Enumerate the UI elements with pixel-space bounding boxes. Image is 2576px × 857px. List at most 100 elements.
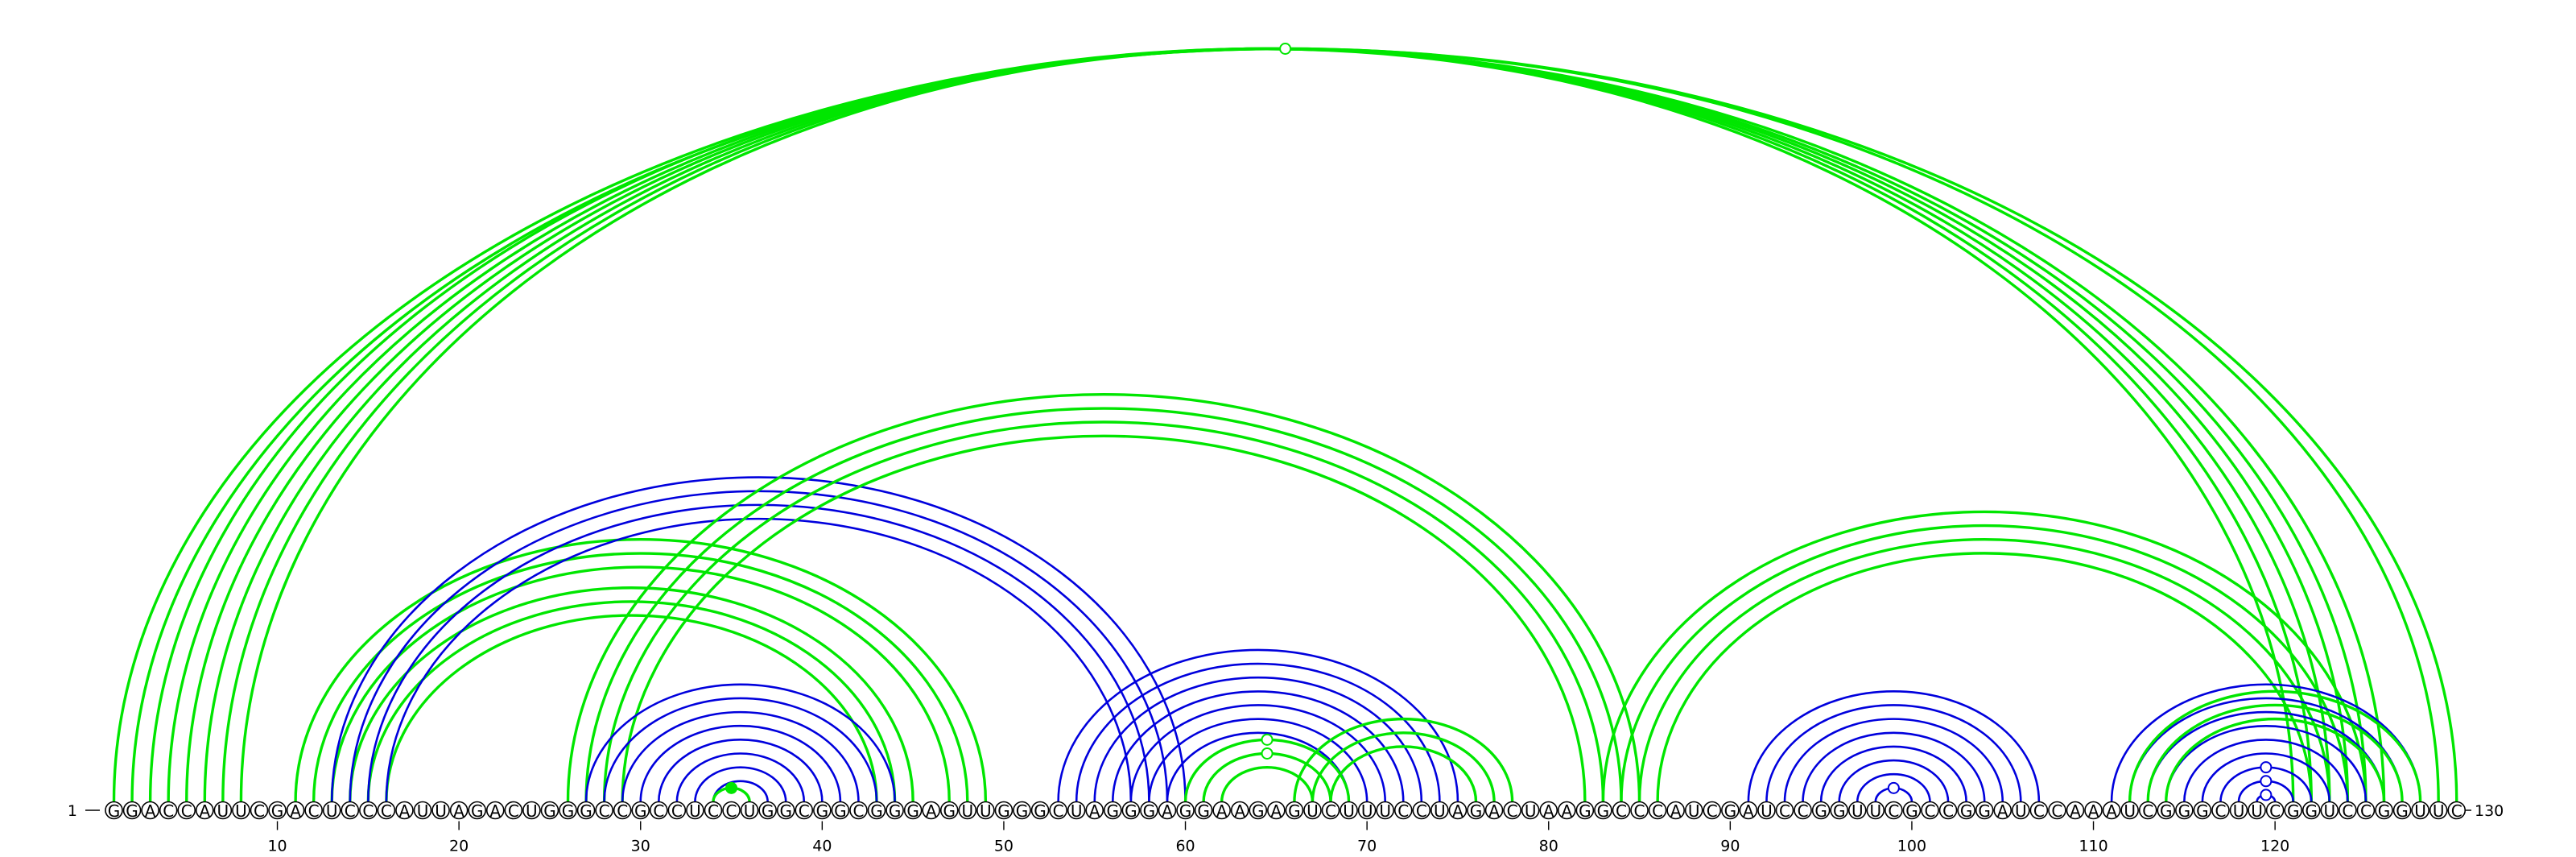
position-tick-label: 40 xyxy=(812,838,832,855)
nucleotide-letter: U xyxy=(2414,801,2426,821)
nucleotide-circle xyxy=(704,801,723,820)
nucleotide-letter: G xyxy=(562,801,575,821)
nucleotide-circle xyxy=(1794,801,1812,820)
nucleotide-circle xyxy=(1902,801,1922,820)
base-pair-arc xyxy=(621,710,860,802)
nucleotide-circle xyxy=(177,801,196,820)
nucleotide-circle xyxy=(2411,801,2429,820)
nucleotide-circle xyxy=(1666,801,1685,820)
nucleotide-letter: G xyxy=(1016,801,1029,821)
nucleotide-letter: A xyxy=(1561,801,1572,821)
nucleotide-letter: A xyxy=(926,801,937,821)
position-tick-label: 100 xyxy=(1897,838,1926,855)
sequence-end-label: 130 xyxy=(2475,802,2504,820)
nucleotide-letter: G xyxy=(580,801,592,821)
nucleotide-circle xyxy=(213,801,233,820)
base-pair-arc xyxy=(639,724,842,802)
nucleotide-circle xyxy=(2048,801,2066,820)
nucleotide-circle xyxy=(2429,801,2448,820)
nucleotide-circle xyxy=(1775,801,1794,820)
nucleotide-letter: C xyxy=(308,801,320,821)
nucleotide-circle xyxy=(1811,801,1831,820)
nucleotide-circle xyxy=(2193,801,2212,820)
nucleotide-letter: C xyxy=(1888,801,1899,821)
base-pair-arc xyxy=(1057,648,1459,802)
nucleotide-letter: G xyxy=(2160,801,2173,821)
nucleotide-letter: A xyxy=(2070,801,2081,821)
nucleotide-circle xyxy=(395,801,414,820)
nucleotide-letter: U xyxy=(526,801,538,821)
nucleotide-circle xyxy=(377,801,396,820)
nucleotide-letter: G xyxy=(1288,801,1301,821)
base-pair-arc xyxy=(1220,765,1315,802)
base-pair-arc xyxy=(239,47,2295,802)
nucleotide-letter: C xyxy=(2360,801,2372,821)
arc-apex-marker xyxy=(2260,789,2273,801)
nucleotide-letter: U xyxy=(689,801,701,821)
nucleotide-letter: U xyxy=(417,801,429,821)
nucleotide-letter: U xyxy=(744,801,756,821)
nucleotide-circle xyxy=(250,801,269,820)
nucleotide-letter: U xyxy=(1869,801,1881,821)
nucleotide-circle xyxy=(1648,801,1667,820)
nucleotide-letter: U xyxy=(1852,801,1864,821)
nucleotide-letter: G xyxy=(2378,801,2391,821)
nucleotide-circle xyxy=(1847,801,1867,820)
arc-layer xyxy=(112,47,2458,802)
nucleotide-letter: U xyxy=(2251,801,2263,821)
nucleotide-circle xyxy=(2138,801,2157,820)
nucleotide-letter: C xyxy=(2342,801,2353,821)
arc-apex-marker xyxy=(1279,43,1292,55)
nucleotide-letter: A xyxy=(1216,801,1228,821)
nucleotide-circle xyxy=(1539,801,1558,820)
nucleotide-circle xyxy=(1049,801,1067,820)
nucleotide-circle xyxy=(485,801,505,820)
nucleotide-letter: U xyxy=(326,801,338,821)
base-pair-arc xyxy=(349,586,914,802)
base-pair-arc xyxy=(2128,689,2422,802)
position-tick-label: 70 xyxy=(1357,838,1377,855)
sequence-start-label: 1 xyxy=(68,802,77,820)
nucleotide-letter: G xyxy=(2287,801,2300,821)
position-tick-label: 20 xyxy=(449,838,469,855)
nucleotide-letter: C xyxy=(1053,801,1064,821)
arc-apex-marker xyxy=(2260,775,2273,788)
base-pair-arc xyxy=(2201,752,2331,802)
base-pair-arc xyxy=(1293,717,1514,802)
nucleotide-circle xyxy=(1612,801,1631,820)
base-pair-arc xyxy=(603,697,878,802)
nucleotide-letter: G xyxy=(906,801,919,821)
base-pair-arc xyxy=(367,503,1150,802)
nucleotide-letter: U xyxy=(1688,801,1700,821)
base-pair-arc xyxy=(2146,703,2404,802)
nucleotide-letter: G xyxy=(1197,801,1210,821)
nucleotide-circle xyxy=(776,801,795,820)
nucleotide-letter: C xyxy=(852,801,864,821)
nucleotide-circle xyxy=(576,801,596,820)
base-pair-arc xyxy=(1329,745,1478,802)
nucleotide-circle xyxy=(831,801,850,820)
base-pair-arc xyxy=(167,47,2368,802)
base-pair-arc xyxy=(694,766,787,802)
base-pair-arc xyxy=(602,420,1605,802)
nucleotide-letter: G xyxy=(1597,801,1610,821)
nucleotide-circle xyxy=(886,801,904,820)
base-pair-arc xyxy=(1148,718,1368,802)
nucleotide-circle xyxy=(504,801,523,820)
position-tick-label: 60 xyxy=(1175,838,1195,855)
base-pair-arc xyxy=(1747,690,2041,802)
nucleotide-circle xyxy=(1721,801,1740,820)
nucleotide-letter: A xyxy=(1743,801,1754,821)
arc-apex-marker xyxy=(1887,781,1900,794)
base-pair-arc xyxy=(1819,745,1967,802)
nucleotide-letter: C xyxy=(508,801,519,821)
nucleotide-circle xyxy=(631,801,650,820)
base-pair-arc xyxy=(130,47,2440,802)
nucleotide-letter: A xyxy=(290,801,301,821)
base-pair-arc xyxy=(1129,704,1386,802)
nucleotide-circle xyxy=(1249,801,1268,820)
nucleotide-circle xyxy=(667,801,687,820)
nucleotide-letter: G xyxy=(1905,801,1918,821)
nucleotide-letter: G xyxy=(1960,801,1973,821)
nucleotide-letter: C xyxy=(1634,801,1645,821)
